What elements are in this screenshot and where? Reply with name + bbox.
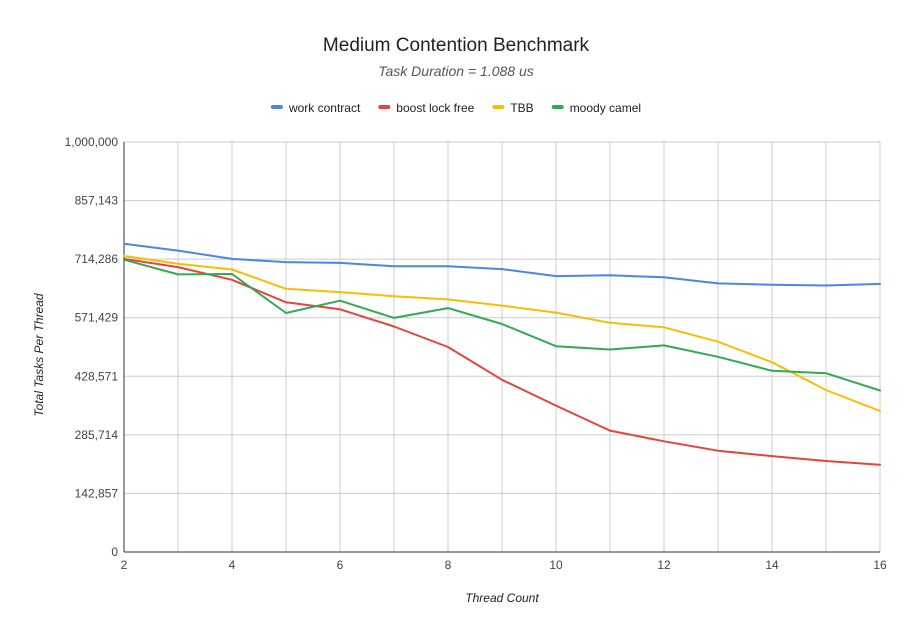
x-tick-label: 10 — [549, 558, 563, 572]
legend-label: work contract — [288, 101, 361, 115]
legend-swatch — [378, 105, 391, 109]
x-axis-ticks: 2 4 6 8 10 12 14 16 — [121, 558, 887, 572]
y-tick-label: 714,286 — [75, 252, 119, 266]
legend-label: moody camel — [570, 101, 641, 115]
x-tick-label: 8 — [445, 558, 452, 572]
x-tick-label: 2 — [121, 558, 128, 572]
legend-swatch — [270, 105, 283, 109]
legend-item: TBB — [492, 101, 534, 115]
chart-title: Medium Contention Benchmark — [323, 35, 590, 56]
x-tick-label: 14 — [765, 558, 779, 572]
legend-label: boost lock free — [396, 101, 474, 115]
x-tick-label: 16 — [873, 558, 887, 572]
y-tick-label: 285,714 — [75, 428, 119, 442]
legend: work contract boost lock free TBB moody cam… — [270, 101, 641, 115]
legend-swatch — [492, 105, 505, 109]
y-tick-label: 857,143 — [75, 194, 119, 208]
legend-item: moody camel — [551, 101, 641, 115]
series-lines — [123, 242, 881, 466]
y-tick-label: 1,000,000 — [65, 135, 119, 149]
legend-item: boost lock free — [378, 101, 475, 115]
series-line-tbb — [123, 255, 881, 412]
y-tick-label: 142,857 — [75, 486, 119, 500]
x-tick-label: 6 — [337, 558, 344, 572]
y-tick-label: 571,429 — [75, 311, 119, 325]
legend-label: TBB — [510, 101, 533, 115]
y-axis-ticks: 0 142,857 285,714 428,571 571,429 714,286 857,… — [65, 135, 119, 559]
x-tick-label: 4 — [229, 558, 236, 572]
legend-swatch — [551, 105, 564, 109]
legend-item: work contract — [270, 101, 361, 115]
y-tick-label: 0 — [111, 545, 118, 559]
x-axis-title: Thread Count — [465, 591, 539, 605]
x-tick-label: 12 — [657, 558, 671, 572]
y-tick-label: 428,571 — [75, 369, 119, 383]
y-axis-title: Total Tasks Per Thread — [32, 293, 46, 417]
series-line-moody-camel — [123, 258, 881, 392]
gridlines — [123, 141, 881, 553]
series-line-work-contract — [123, 242, 881, 287]
chart-subtitle: Task Duration = 1.088 us — [378, 63, 534, 79]
